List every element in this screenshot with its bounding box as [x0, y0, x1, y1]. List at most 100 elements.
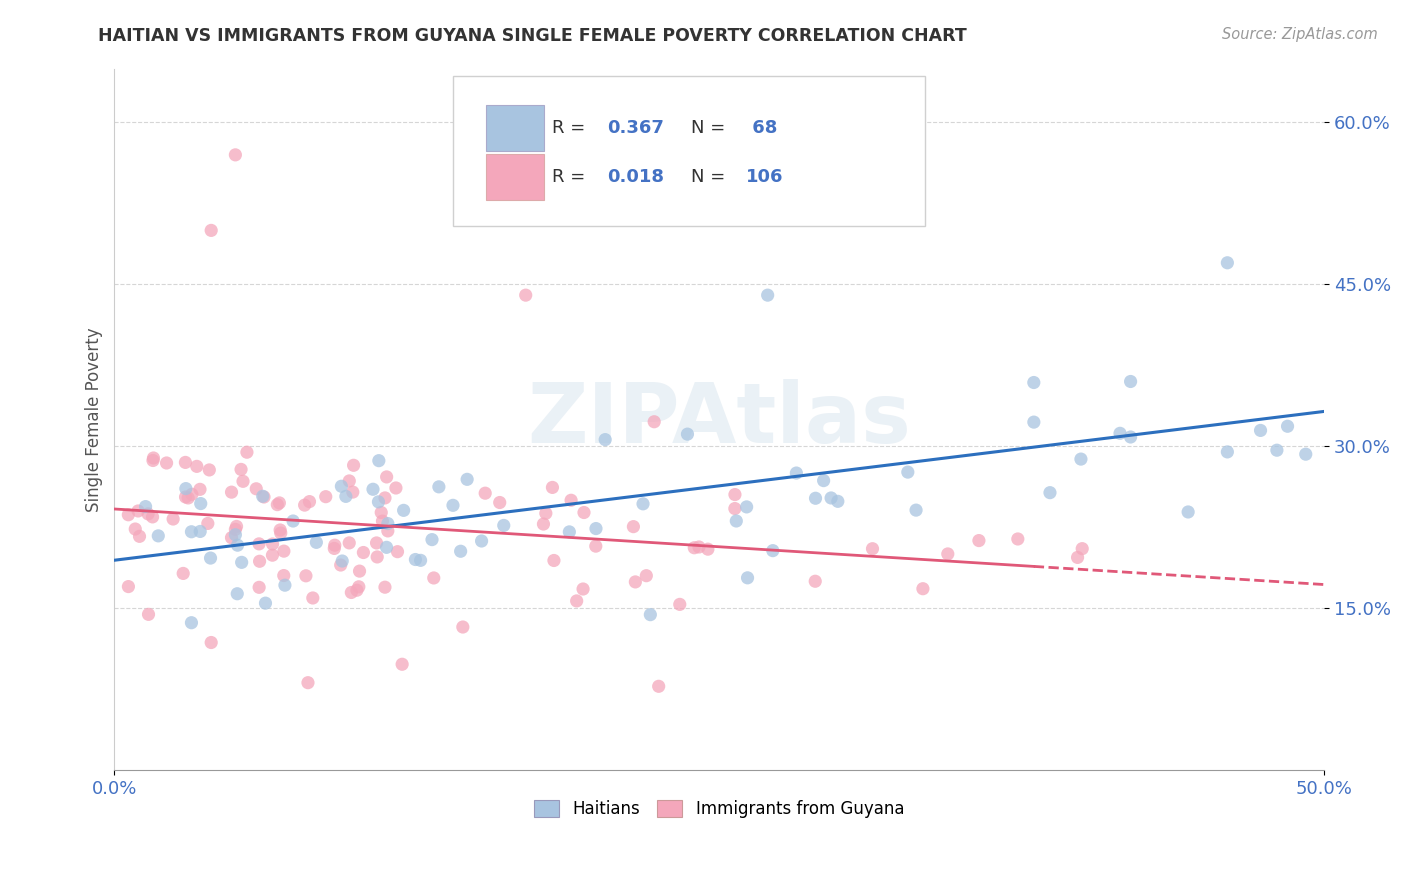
Point	[254, 596, 277, 610]
Point	[1250, 424, 1272, 438]
Point	[643, 415, 665, 429]
Point	[676, 427, 699, 442]
Point	[387, 544, 409, 558]
Point	[392, 503, 415, 517]
Point	[375, 541, 398, 555]
Point	[1109, 426, 1132, 441]
Point	[366, 536, 388, 550]
Point	[374, 491, 396, 505]
Point	[127, 504, 149, 518]
Point	[174, 482, 197, 496]
Y-axis label: Single Female Poverty: Single Female Poverty	[86, 327, 103, 512]
Point	[585, 522, 607, 536]
Point	[374, 580, 396, 594]
Point	[558, 524, 581, 539]
Point	[262, 548, 284, 562]
Point	[186, 459, 208, 474]
Point	[315, 490, 337, 504]
Text: Source: ZipAtlas.com: Source: ZipAtlas.com	[1222, 27, 1378, 42]
Point	[247, 580, 270, 594]
Point	[330, 479, 353, 493]
Point	[117, 508, 139, 522]
Point	[534, 506, 557, 520]
Point	[585, 539, 607, 553]
Point	[224, 522, 246, 536]
Point	[724, 487, 747, 501]
Point	[543, 553, 565, 567]
Point	[785, 466, 807, 480]
Point	[281, 514, 304, 528]
Point	[190, 497, 212, 511]
Point	[533, 517, 555, 532]
Point	[862, 541, 884, 556]
Point	[337, 536, 360, 550]
Point	[1022, 376, 1045, 390]
Point	[967, 533, 990, 548]
Point	[725, 514, 748, 528]
Point	[640, 607, 662, 622]
Point	[367, 453, 389, 467]
Point	[342, 485, 364, 500]
Legend: Haitians, Immigrants from Guyana: Haitians, Immigrants from Guyana	[527, 793, 911, 825]
Point	[226, 587, 249, 601]
Point	[762, 543, 785, 558]
Point	[375, 470, 398, 484]
Point	[391, 657, 413, 672]
Point	[688, 540, 710, 554]
Point	[624, 574, 647, 589]
Text: N =: N =	[692, 169, 731, 186]
Point	[683, 541, 706, 555]
Point	[450, 544, 472, 558]
Point	[323, 541, 346, 556]
Point	[337, 474, 360, 488]
Point	[269, 496, 291, 510]
Point	[142, 453, 165, 467]
Point	[200, 223, 222, 237]
Point	[226, 538, 249, 552]
Point	[330, 554, 353, 568]
Point	[371, 514, 394, 528]
Point	[270, 526, 292, 541]
Text: R =: R =	[553, 169, 592, 186]
Text: 0.018: 0.018	[607, 169, 664, 186]
Point	[231, 555, 253, 569]
Point	[273, 568, 295, 582]
Point	[423, 571, 446, 585]
Point	[361, 483, 384, 497]
Point	[200, 635, 222, 649]
Point	[329, 558, 352, 572]
Point	[188, 483, 211, 497]
Point	[492, 518, 515, 533]
Point	[266, 498, 288, 512]
Point	[346, 583, 368, 598]
Point	[349, 564, 371, 578]
Text: 106: 106	[747, 169, 783, 186]
Point	[188, 524, 211, 539]
Point	[1265, 443, 1288, 458]
Point	[1022, 415, 1045, 429]
Point	[1070, 452, 1092, 467]
Point	[172, 566, 194, 581]
Point	[451, 620, 474, 634]
FancyBboxPatch shape	[486, 105, 544, 151]
Point	[340, 585, 363, 599]
Point	[245, 482, 267, 496]
Point	[936, 547, 959, 561]
Point	[305, 535, 328, 549]
Point	[813, 474, 835, 488]
Point	[385, 481, 408, 495]
Text: 68: 68	[747, 120, 778, 137]
Point	[198, 463, 221, 477]
Point	[269, 523, 291, 537]
Point	[225, 519, 247, 533]
Point	[135, 500, 157, 514]
Point	[247, 537, 270, 551]
Point	[180, 487, 202, 501]
Point	[827, 494, 849, 508]
Point	[180, 524, 202, 539]
Point	[162, 512, 184, 526]
Point	[298, 494, 321, 508]
Point	[636, 568, 658, 582]
Point	[136, 507, 159, 521]
Point	[128, 529, 150, 543]
